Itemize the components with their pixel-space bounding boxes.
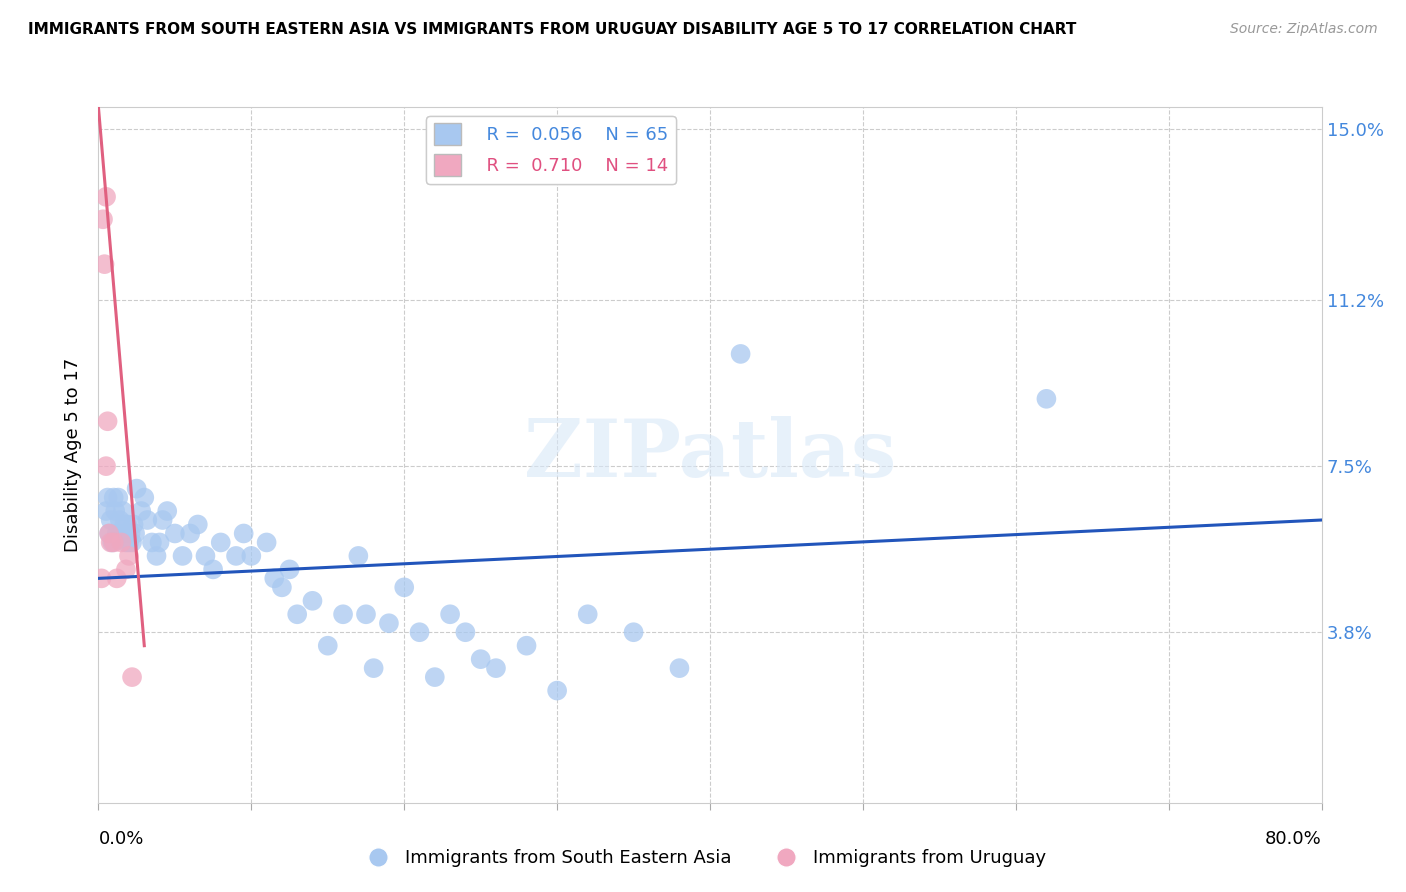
Point — [105, 571, 128, 585]
Point — [316, 639, 339, 653]
Point — [118, 535, 141, 549]
Point — [105, 526, 128, 541]
Point — [730, 347, 752, 361]
Point — [97, 491, 120, 505]
Point — [225, 549, 247, 563]
Point — [112, 517, 135, 532]
Point — [107, 491, 129, 505]
Point — [103, 491, 125, 505]
Point — [423, 670, 446, 684]
Point — [101, 535, 124, 549]
Point — [124, 526, 146, 541]
Point — [122, 517, 145, 532]
Point — [378, 616, 401, 631]
Text: Source: ZipAtlas.com: Source: ZipAtlas.com — [1230, 22, 1378, 37]
Point — [98, 526, 121, 541]
Point — [118, 549, 141, 563]
Point — [129, 504, 152, 518]
Point — [202, 562, 225, 576]
Point — [149, 535, 172, 549]
Point — [134, 491, 156, 505]
Point — [668, 661, 690, 675]
Point — [111, 504, 134, 518]
Point — [91, 212, 114, 227]
Point — [145, 549, 167, 563]
Point — [121, 670, 143, 684]
Text: ZIPatlas: ZIPatlas — [524, 416, 896, 494]
Point — [156, 504, 179, 518]
Point — [270, 580, 292, 594]
Point — [97, 414, 120, 428]
Point — [93, 257, 115, 271]
Point — [117, 517, 139, 532]
Point — [354, 607, 377, 622]
Point — [623, 625, 645, 640]
Point — [576, 607, 599, 622]
Point — [1035, 392, 1057, 406]
Point — [439, 607, 461, 622]
Text: 80.0%: 80.0% — [1265, 830, 1322, 847]
Point — [120, 526, 142, 541]
Point — [278, 562, 301, 576]
Point — [392, 580, 416, 594]
Point — [125, 482, 148, 496]
Y-axis label: Disability Age 5 to 17: Disability Age 5 to 17 — [65, 358, 83, 552]
Point — [485, 661, 508, 675]
Point — [232, 526, 254, 541]
Point — [301, 594, 323, 608]
Point — [98, 526, 121, 541]
Point — [187, 517, 209, 532]
Point — [136, 513, 159, 527]
Point — [115, 535, 138, 549]
Point — [115, 562, 138, 576]
Point — [347, 549, 370, 563]
Point — [408, 625, 430, 640]
Point — [110, 526, 132, 541]
Point — [103, 535, 125, 549]
Point — [332, 607, 354, 622]
Point — [470, 652, 492, 666]
Text: IMMIGRANTS FROM SOUTH EASTERN ASIA VS IMMIGRANTS FROM URUGUAY DISABILITY AGE 5 T: IMMIGRANTS FROM SOUTH EASTERN ASIA VS IM… — [28, 22, 1077, 37]
Point — [240, 549, 263, 563]
Legend:   R =  0.056    N = 65,   R =  0.710    N = 14: R = 0.056 N = 65, R = 0.710 N = 14 — [426, 116, 676, 184]
Point — [100, 535, 122, 549]
Point — [209, 535, 232, 549]
Point — [152, 513, 174, 527]
Point — [121, 535, 143, 549]
Point — [516, 639, 538, 653]
Point — [546, 683, 568, 698]
Point — [104, 504, 127, 518]
Point — [94, 459, 117, 474]
Point — [110, 535, 132, 549]
Point — [94, 190, 117, 204]
Point — [285, 607, 308, 622]
Point — [90, 571, 112, 585]
Point — [163, 526, 186, 541]
Point — [108, 513, 131, 527]
Point — [263, 571, 285, 585]
Point — [100, 513, 122, 527]
Point — [363, 661, 385, 675]
Point — [194, 549, 217, 563]
Point — [172, 549, 194, 563]
Point — [256, 535, 278, 549]
Point — [141, 535, 163, 549]
Point — [94, 504, 117, 518]
Point — [454, 625, 477, 640]
Legend: Immigrants from South Eastern Asia, Immigrants from Uruguay: Immigrants from South Eastern Asia, Immi… — [353, 842, 1053, 874]
Text: 0.0%: 0.0% — [98, 830, 143, 847]
Point — [179, 526, 201, 541]
